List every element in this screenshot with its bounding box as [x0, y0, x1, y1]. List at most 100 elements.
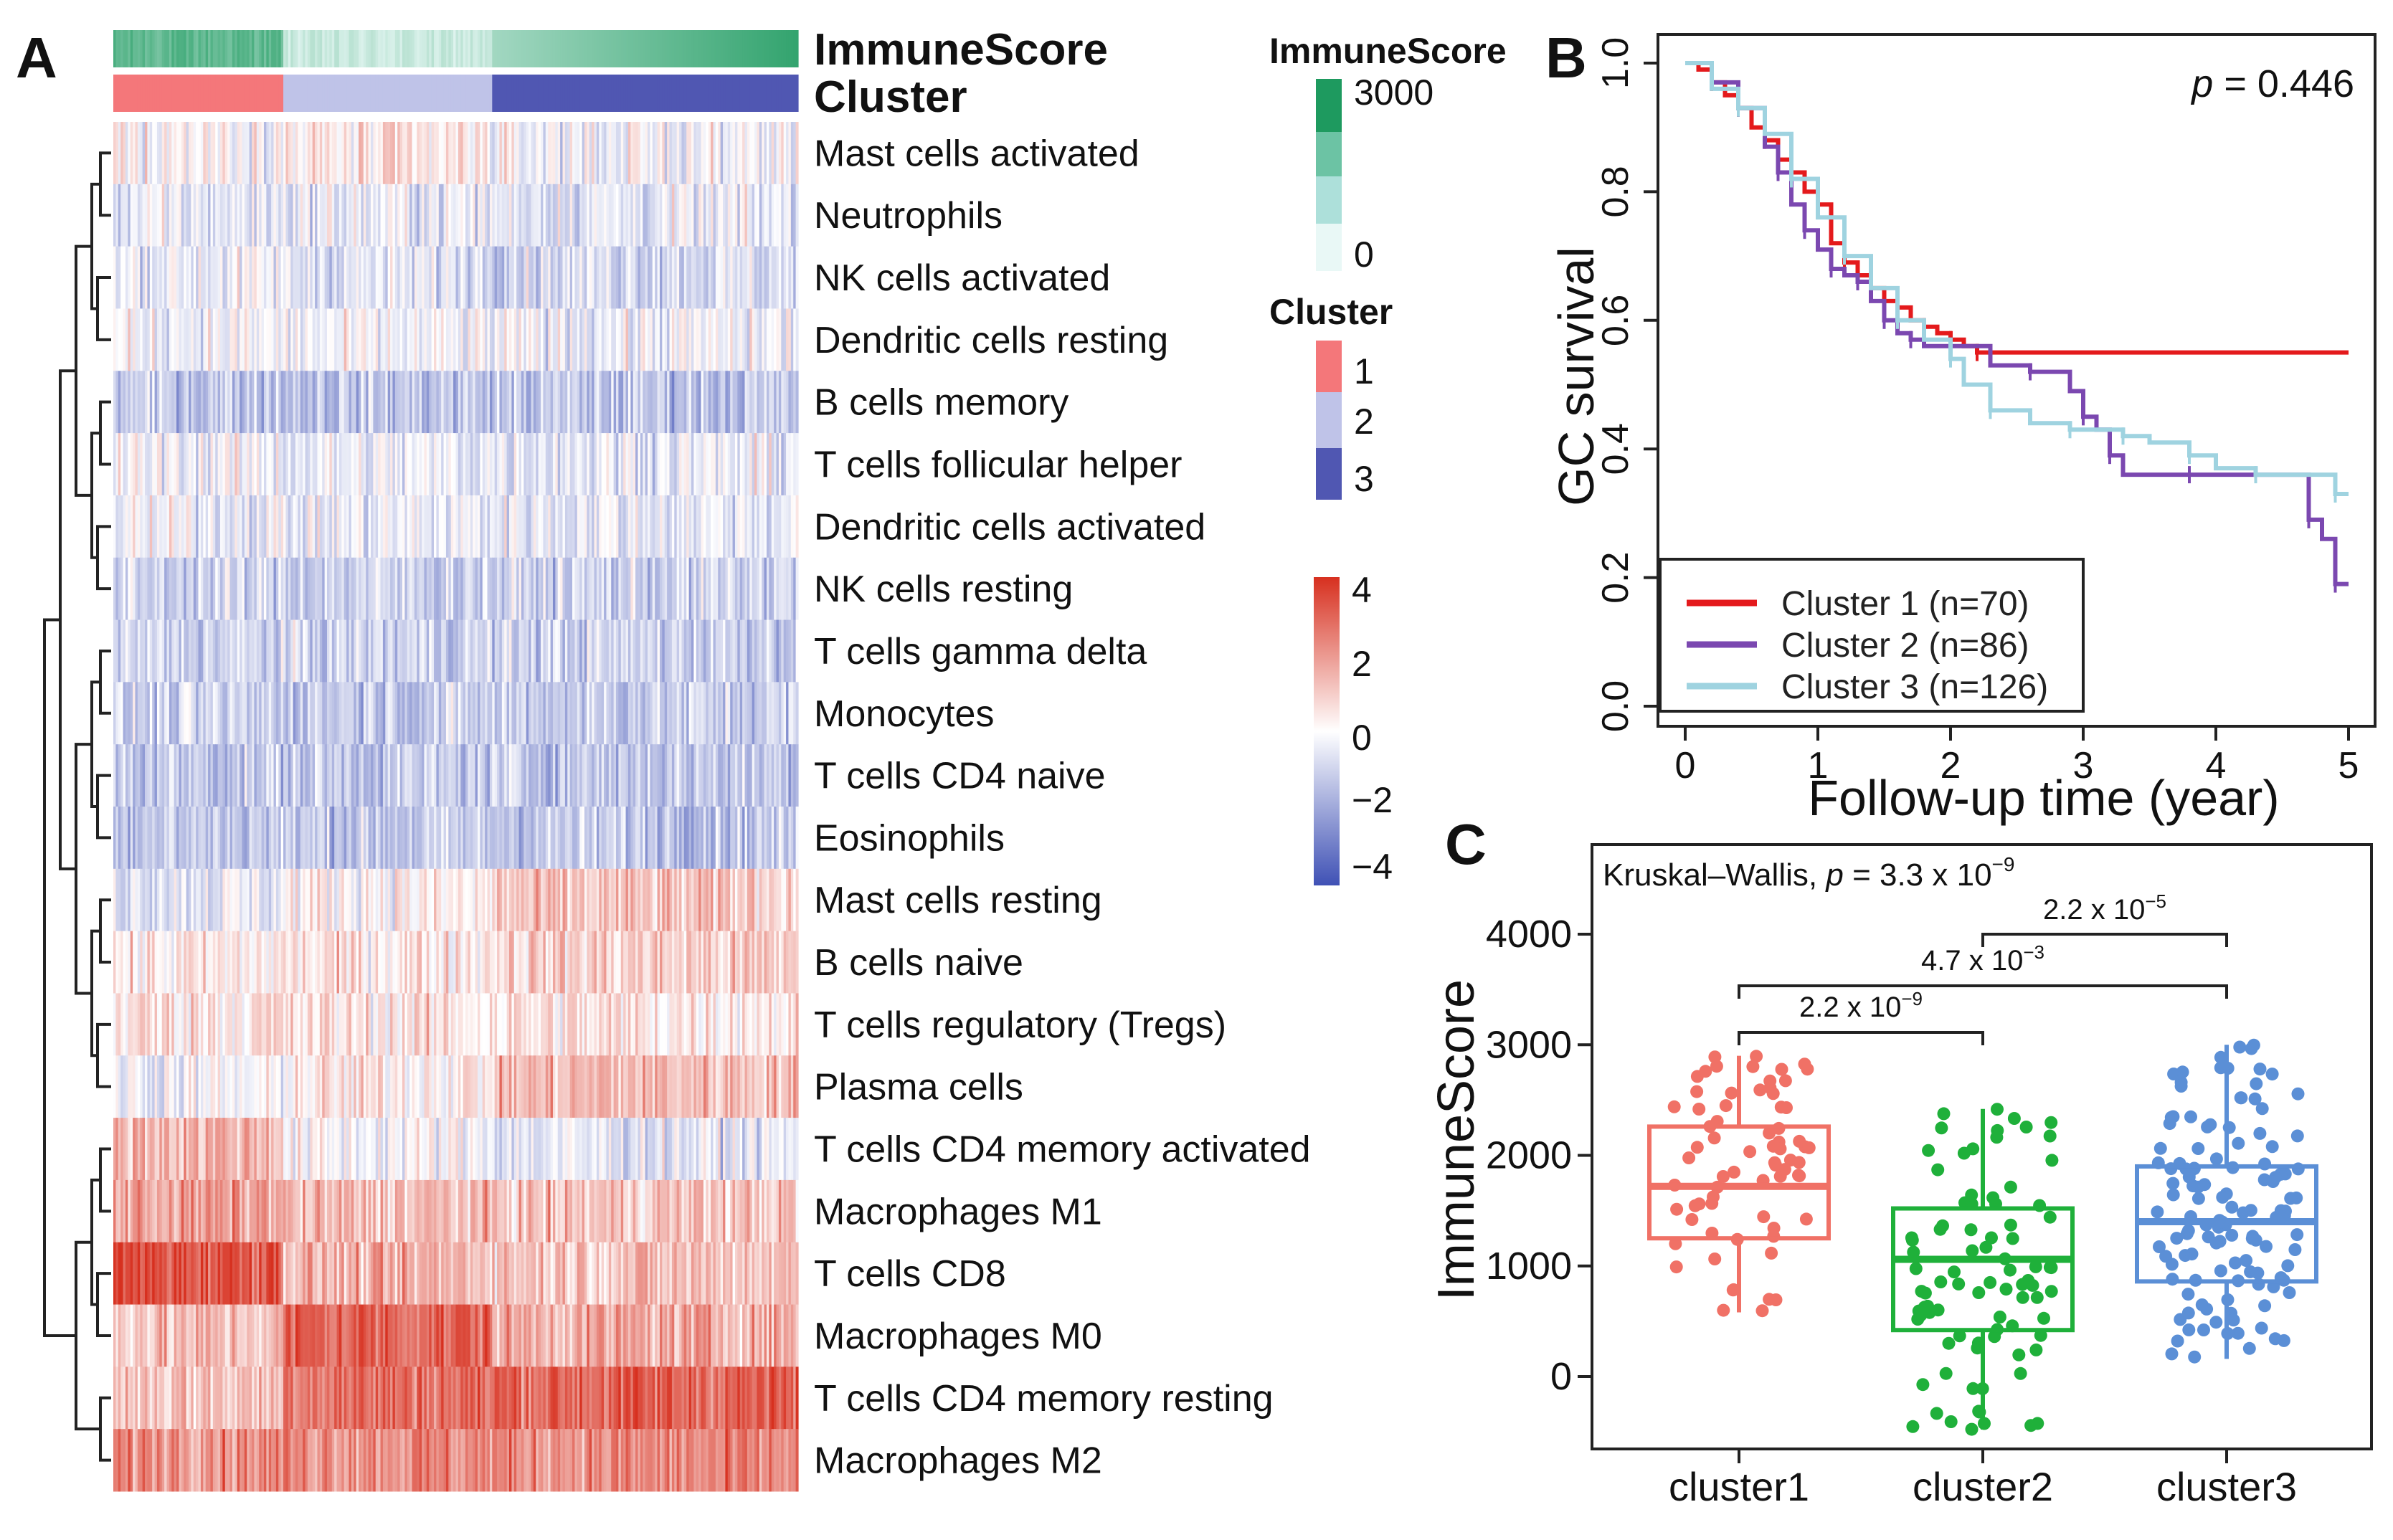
heatmap-cell — [331, 931, 335, 994]
heatmap-cell — [164, 1055, 168, 1118]
heatmap-cell — [504, 246, 508, 309]
heatmap-cell — [499, 557, 503, 621]
heatmap-cell — [137, 807, 141, 870]
heatmap-cell — [249, 744, 252, 807]
heatmap-cell — [412, 682, 415, 745]
heatmap-cell — [708, 993, 711, 1056]
immunescore-annotation-cell — [135, 30, 138, 67]
immunescore-annotation-cell — [533, 30, 536, 67]
heatmap-cell — [480, 557, 483, 621]
cluster-annotation-cell — [145, 75, 148, 112]
heatmap-cell — [606, 993, 610, 1056]
heatmap-cell — [368, 495, 371, 559]
immunescore-annotation-cell — [387, 30, 391, 67]
heatmap-cell — [198, 557, 202, 621]
heatmap-cell — [402, 931, 405, 994]
heatmap-cell — [523, 868, 527, 932]
heatmap-cell — [419, 682, 422, 745]
heatmap-cell — [509, 619, 512, 683]
heatmap-cell — [240, 868, 243, 932]
heatmap-cell — [596, 931, 600, 994]
heatmap-cell — [608, 246, 612, 309]
heatmap-cell — [171, 557, 175, 621]
heatmap-cell — [412, 184, 415, 247]
heatmap-cell — [701, 993, 704, 1056]
immunescore-annotation-cell — [244, 30, 247, 67]
heatmap-cell — [142, 807, 146, 870]
heatmap-cell — [443, 495, 447, 559]
heatmap-cell — [145, 807, 148, 870]
heatmap-cell — [237, 246, 240, 309]
heatmap-cell — [506, 1055, 510, 1118]
heatmap-cell — [445, 682, 449, 745]
heatmap-cell — [445, 993, 449, 1056]
heatmap-cell — [504, 993, 508, 1056]
heatmap-cell — [489, 122, 493, 185]
heatmap-cell — [762, 744, 765, 807]
heatmap-cell — [473, 1055, 476, 1118]
heatmap-cell — [463, 993, 466, 1056]
heatmap-cell — [696, 184, 699, 247]
heatmap-cell — [273, 557, 277, 621]
cluster-annotation-cell — [343, 75, 347, 112]
heatmap-cell — [300, 122, 303, 185]
heatmap-cell — [592, 619, 595, 683]
cluster-annotation-cell — [424, 75, 427, 112]
heatmap-cell — [145, 184, 148, 247]
heatmap-cell — [317, 433, 321, 496]
heatmap-cell — [234, 308, 238, 371]
cluster-annotation-cell — [336, 75, 340, 112]
heatmap-cell — [263, 993, 267, 1056]
heatmap-cell — [727, 308, 731, 371]
heatmap-cell — [627, 557, 631, 621]
immunescore-annotation-cell — [198, 30, 202, 67]
heatmap-cell — [324, 122, 328, 185]
heatmap-cell — [696, 433, 699, 496]
heatmap-cell — [771, 122, 774, 185]
heatmap-cell — [560, 868, 564, 932]
heatmap-cell — [191, 122, 194, 185]
heatmap-cell — [315, 246, 318, 309]
heatmap-cell — [164, 807, 168, 870]
heatmap-cell — [501, 184, 505, 247]
heatmap-cell — [125, 868, 128, 932]
heatmap-cell — [280, 1055, 284, 1118]
heatmap-cell — [453, 619, 457, 683]
heatmap-cell — [186, 744, 189, 807]
heatmap-cell — [545, 433, 549, 496]
cluster-annotation-cell — [351, 75, 354, 112]
heatmap-cell — [482, 122, 485, 185]
heatmap-cell — [485, 868, 488, 932]
heatmap-cell — [434, 433, 437, 496]
heatmap-cell — [526, 122, 529, 185]
heatmap-cell — [711, 807, 714, 870]
heatmap-cell — [659, 931, 663, 994]
heatmap-cell — [627, 308, 631, 371]
heatmap-cell — [120, 122, 124, 185]
heatmap-cell — [706, 246, 709, 309]
heatmap-cell — [640, 931, 643, 994]
dendrogram-branch — [99, 400, 111, 466]
immunescore-annotation-cell — [453, 30, 457, 67]
heatmap-cell — [564, 433, 568, 496]
heatmap-cell — [762, 868, 765, 932]
heatmap-cell — [198, 184, 202, 247]
heatmap-cell — [266, 619, 270, 683]
heatmap-cell — [196, 371, 199, 434]
heatmap-cell — [506, 744, 510, 807]
immunescore-annotation-cell — [334, 30, 338, 67]
heatmap-cell — [577, 619, 580, 683]
heatmap-cell — [569, 308, 573, 371]
heatmap-cell — [623, 184, 627, 247]
heatmap-cell — [795, 184, 799, 247]
cluster-annotation-cell — [606, 75, 610, 112]
heatmap-cell — [135, 557, 138, 621]
heatmap-cell — [232, 495, 235, 559]
heatmap-cell — [485, 744, 488, 807]
heatmap-cell — [723, 744, 726, 807]
heatmap-cell — [691, 433, 694, 496]
heatmap-cell — [203, 122, 207, 185]
heatmap-cell — [676, 371, 680, 434]
heatmap-cell — [380, 1055, 384, 1118]
heatmap-cell — [275, 993, 279, 1056]
